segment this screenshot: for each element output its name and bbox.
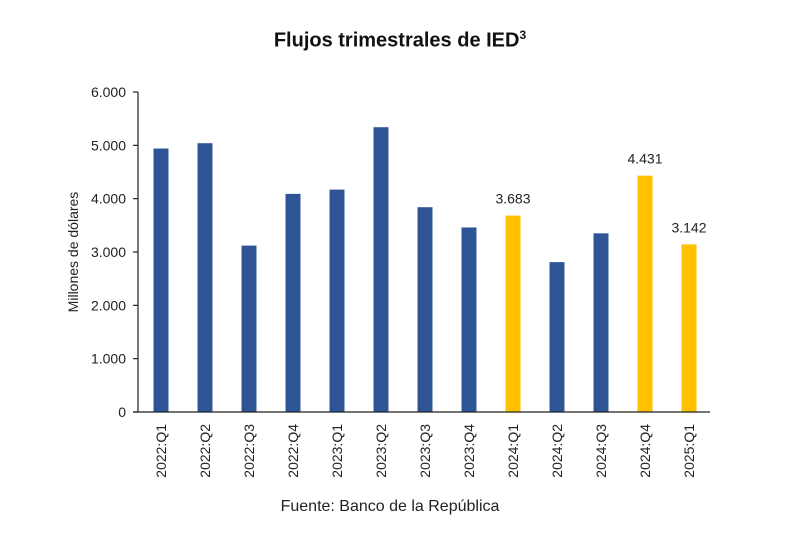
bar-2024-q1: [505, 215, 521, 412]
x-axis-labels: 2022:Q1 2022:Q2 2022:Q3 2022:Q4 2023:Q1 2023:…: [153, 424, 697, 478]
bar-2024-q2: [549, 262, 565, 412]
bar-2023-q3: [417, 207, 433, 412]
bar-2022-q3: [241, 245, 257, 412]
x-tick-label: 2024:Q4: [637, 424, 653, 478]
x-tick-label: 2022:Q3: [241, 424, 257, 478]
bar-2024-q4: [637, 175, 653, 412]
data-label: 3.142: [671, 219, 706, 235]
bar-2022-q1: [153, 148, 169, 413]
x-tick-label: 2023:Q2: [373, 424, 389, 478]
bar-2025-q1: [681, 244, 697, 412]
y-tick-label: 0: [118, 404, 126, 420]
y-tick-label: 3.000: [91, 244, 126, 260]
y-tick-label: 2.000: [91, 297, 126, 313]
chart-title-text: Flujos trimestrales de IED: [273, 29, 520, 52]
bar-2023-q4: [461, 227, 477, 412]
x-tick-label: 2023:Q3: [417, 424, 433, 478]
y-tick-label: 6.000: [91, 84, 126, 100]
y-tick-label: 5.000: [91, 137, 126, 153]
x-tick-label: 2025:Q1: [681, 424, 697, 478]
bar-2022-q4: [285, 193, 301, 412]
bar-2022-q2: [197, 143, 213, 412]
x-tick-label: 2023:Q1: [329, 424, 345, 478]
y-axis-label: Millones de dólares: [65, 192, 81, 313]
x-tick-label: 2024:Q1: [505, 424, 521, 478]
source-note: Fuente: Banco de la República: [280, 498, 500, 515]
y-tick-label: 4.000: [91, 191, 126, 207]
chart-title-superscript: 3: [519, 28, 527, 42]
chart-title: Flujos trimestrales de IED3: [0, 28, 800, 53]
data-labels: 3.683 4.431 3.142: [495, 151, 706, 236]
x-tick-label: 2024:Q2: [549, 424, 565, 478]
x-tick-label: 2022:Q4: [285, 424, 301, 478]
y-tick-label: 1.000: [91, 351, 126, 367]
x-tick-label: 2022:Q1: [153, 424, 169, 478]
bar-2024-q3: [593, 233, 609, 412]
x-tick-label: 2022:Q2: [197, 424, 213, 478]
x-tick-label: 2023:Q4: [461, 424, 477, 478]
data-label: 4.431: [627, 151, 662, 167]
y-axis-ticks: 0 1.000 2.000 3.000 4.000 5.000 6.000: [91, 84, 138, 420]
data-label: 3.683: [495, 191, 530, 207]
bars: [153, 127, 697, 413]
bar-2023-q1: [329, 189, 345, 412]
bar-2023-q2: [373, 127, 389, 412]
x-tick-label: 2024:Q3: [593, 424, 609, 478]
